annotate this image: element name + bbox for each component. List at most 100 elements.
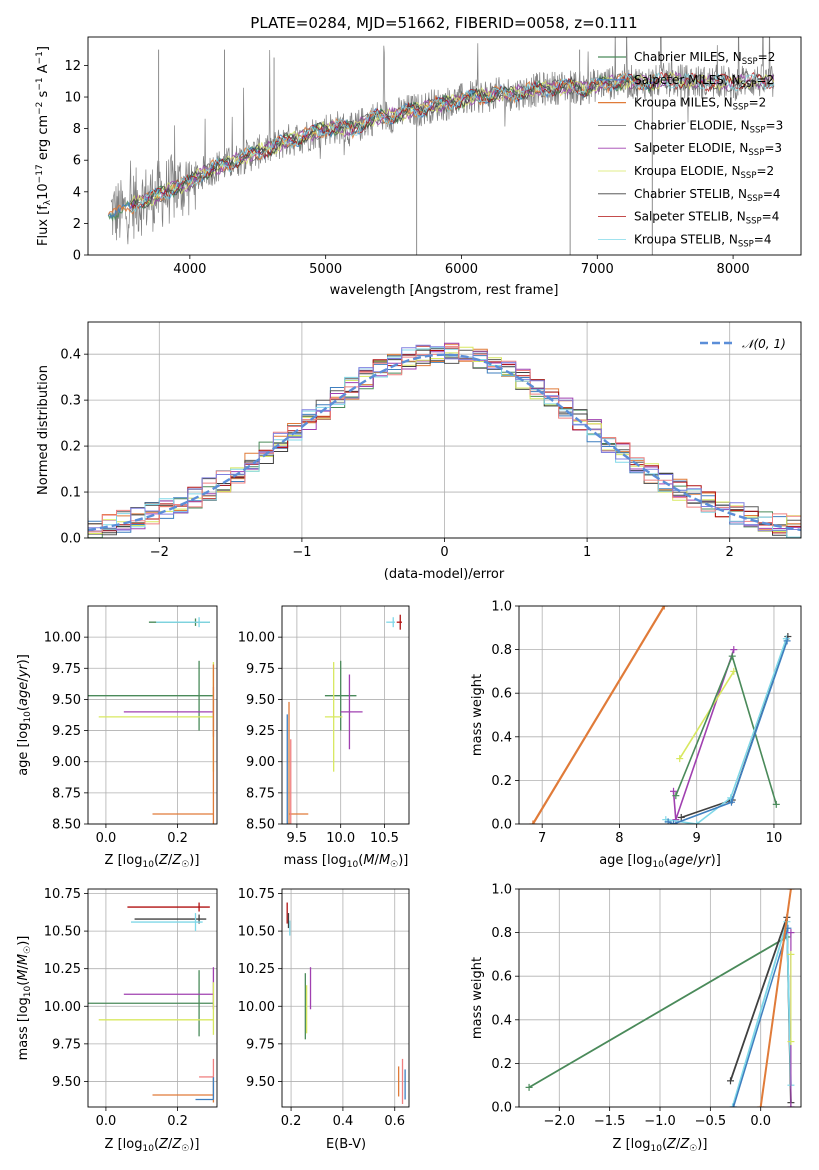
y-tick-label: 2 [73,217,81,232]
x-tick-label: 10.0 [326,831,355,846]
weight-vs-age-ylabel: mass weight [470,674,485,756]
plus-marker [693,820,701,824]
mass-vs-metallicity-xlabel: Z [log10(Z/Z☉)] [105,1137,200,1154]
legend-label: Kroupa MILES, NSSP=2 [634,96,766,113]
y-tick-label: 0.1 [60,486,81,501]
weight-lines [525,889,795,1107]
y-tick-label: 10 [64,91,81,106]
legend-label: Kroupa STELIB, NSSP=4 [634,232,772,249]
histograms [88,342,801,538]
errorbar-point [98,982,215,1035]
y-tick-label: 0.8 [491,643,512,658]
errorbar-point [386,617,395,628]
model-spectrum-line [130,72,775,213]
plus-marker [672,792,680,800]
plus-marker [670,820,678,824]
plus-marker [787,950,795,958]
x-tick-label: 0.2 [167,1114,188,1129]
x-tick-label: −2.0 [543,1114,575,1129]
plus-marker [787,1038,795,1046]
x-tick-label: −1.0 [644,1114,676,1129]
x-tick-label: 0.0 [96,831,117,846]
x-tick-label: 2 [726,545,734,560]
y-tick-label: 0.2 [491,774,512,789]
errorbar-point [195,1076,215,1101]
legend-label: Kroupa ELODIE, NSSP=2 [634,164,774,181]
y-tick-label: 12 [64,59,81,74]
y-tick-label: 0.4 [491,1013,512,1028]
weight-series-line [528,936,788,1089]
model-spectrum-line [129,71,775,210]
weight-series-line [759,889,792,1107]
spectrum-title: PLATE=0284, MJD=51662, FIBERID=0058, z=0… [250,14,637,32]
x-tick-label: 0.6 [384,1114,405,1129]
plus-marker [529,820,537,824]
weight-lines [529,606,792,824]
y-tick-label: 9.75 [246,662,275,677]
model-spectrum-line [129,72,775,209]
legend-label: Salpeter STELIB, NSSP=4 [634,210,779,227]
legend-label: Chabrier STELIB, NSSP=4 [634,187,781,204]
errorbar-point [340,674,363,750]
legend-label: 𝒩(0, 1) [742,337,786,351]
weight-series-line [732,927,789,1107]
y-tick-label: 4 [73,185,81,200]
x-tick-label: 9.5 [287,831,308,846]
plus-marker [787,889,795,893]
age-vs-metallicity-ylabel: age [log10(age/yr)] [16,654,33,776]
y-tick-label: 1.0 [491,883,512,898]
legend-label: Chabrier MILES, NSSP=2 [634,50,775,67]
x-tick-label: 0 [440,545,448,560]
y-tick-label: 9.00 [246,755,275,770]
age-vs-metallicity-xlabel: Z [log10(Z/Z☉)] [105,853,200,870]
y-tick-label: 0.2 [491,1057,512,1072]
weight-series-line [667,640,788,824]
plus-marker [729,1103,737,1107]
y-tick-label: 10.00 [44,1000,81,1015]
age-vs-metallicity-plot: 0.0 0.2 8.50 8.75 9.00 9.25 9.50 9.75 10.00 Z [l… [16,605,218,870]
axes-frame [518,605,802,825]
weight-vs-metallicity-plot: −2.0 −1.5 −1.0 −0.5 0.0 0.0 0.2 0.4 0.6 0.8 1.0 Z … [470,883,802,1154]
x-tick-label: −1 [292,545,311,560]
plus-marker [525,1083,533,1091]
x-tick-label: 0.0 [750,1114,771,1129]
x-tick-label: −0.5 [695,1114,727,1129]
y-tick-label: 0.4 [60,348,81,363]
x-tick-label: 0.2 [281,1114,302,1129]
plus-marker [787,929,795,937]
legend-label: Salpeter ELODIE, NSSP=3 [634,141,782,158]
normal-curve-line [88,353,801,532]
y-tick-label: 9.75 [52,662,81,677]
plus-marker [677,813,685,821]
y-tick-label: 10.50 [44,925,81,940]
age-vs-mass-xlabel: mass [log10(M/M☉)] [284,853,409,870]
x-tick-label: −2 [150,545,169,560]
plus-marker [727,798,735,806]
plus-marker [787,1103,795,1107]
x-tick-label: 1 [583,545,591,560]
plus-marker [730,1103,738,1107]
errorbar-point [88,970,214,1037]
model-spectrum-line [129,71,775,207]
errorbar-point [127,902,210,912]
legend-label: Salpeter MILES, NSSP=2 [634,73,774,90]
axes-frame [87,321,802,539]
plus-marker [672,816,680,824]
weight-series-line [679,670,735,760]
y-tick-label: 6 [73,154,81,169]
data-points [88,617,215,824]
data-points [286,614,402,824]
y-tick-label: 0.4 [491,730,512,745]
y-tick-label: 10.50 [238,925,275,940]
residuals-plot: −2 −1 0 1 2 0.0 0.1 0.2 0.3 0.4 𝒩(0, 1) (data-mode… [36,321,802,582]
plus-marker [772,800,780,808]
y-tick-label: 0.0 [60,532,81,547]
y-tick-label: 10.00 [44,631,81,646]
x-tick-label: 7 [538,831,546,846]
y-tick-label: 9.50 [52,693,81,708]
spectrum-xlabel: wavelength [Angstrom, rest frame] [330,283,559,298]
y-tick-label: 9.50 [52,1075,81,1090]
axes-frame [87,605,218,825]
x-tick-label: 8000 [717,262,750,277]
y-tick-label: 9.75 [246,1037,275,1052]
